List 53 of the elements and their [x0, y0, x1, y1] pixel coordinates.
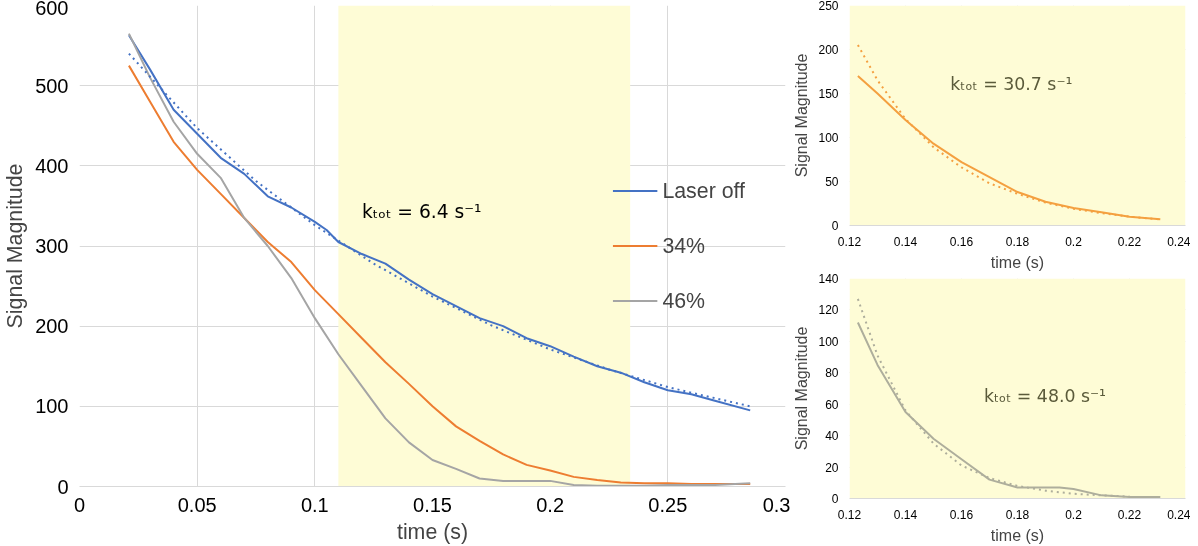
y-axis-title: Signal Magnitude — [793, 53, 811, 178]
y-tick-label: 50 — [825, 175, 839, 189]
y-tick-label: 120 — [818, 303, 839, 318]
annotation: kₜₒₜ = 48.0 s⁻¹ — [983, 386, 1107, 407]
y-tick-label: 60 — [825, 397, 839, 412]
x-tick-label: 0.14 — [893, 234, 918, 249]
y-tick-label: 0 — [831, 219, 839, 233]
x-tick-label: 0.2 — [1065, 507, 1083, 522]
y-tick-label: 0 — [57, 475, 69, 498]
y-tick-label: 500 — [35, 74, 69, 97]
y-tick-label: 80 — [825, 366, 839, 381]
y-tick-label: 200 — [818, 43, 839, 57]
legend-label: 34% — [662, 233, 706, 258]
x-tick-label: 0.12 — [837, 234, 862, 249]
y-tick-label: 600 — [35, 0, 69, 19]
y-tick-label: 100 — [818, 131, 839, 145]
x-tick-label: 0.14 — [893, 507, 918, 522]
x-tick-label: 0.18 — [1005, 507, 1030, 522]
x-tick-label: 0.18 — [1005, 234, 1030, 249]
x-tick-label: 0.2 — [1065, 234, 1083, 249]
x-tick-label: 0.16 — [949, 507, 974, 522]
x-tick-label: 0.25 — [648, 493, 688, 516]
x-tick-label: 0 — [73, 493, 86, 516]
legend-label: Laser off — [662, 178, 745, 203]
x-tick-label: 0.05 — [177, 493, 217, 516]
annotation: kₜₒₜ = 6.4 s⁻¹ — [361, 200, 482, 222]
y-tick-label: 100 — [818, 334, 839, 349]
x-tick-label: 0.22 — [1117, 507, 1142, 522]
x-axis-title: time (s) — [990, 253, 1045, 271]
y-tick-label: 20 — [825, 460, 839, 475]
y-tick-label: 150 — [818, 87, 839, 101]
x-tick-label: 0.1 — [300, 493, 329, 516]
x-tick-label: 0.3 — [762, 493, 791, 516]
y-axis-title: Signal Magnitude — [793, 326, 811, 451]
x-tick-label: 0.15 — [413, 493, 452, 516]
y-tick-label: 300 — [35, 235, 69, 257]
x-tick-label: 0.24 — [1167, 234, 1191, 249]
x-axis-title: time (s) — [990, 526, 1045, 544]
x-axis-title: time (s) — [396, 519, 469, 544]
y-tick-label: 200 — [35, 315, 69, 338]
y-tick-label: 100 — [35, 395, 69, 418]
x-tick-label: 0.24 — [1167, 507, 1191, 522]
x-tick-label: 0.2 — [536, 493, 565, 516]
x-tick-label: 0.22 — [1117, 234, 1142, 249]
annotation: kₜₒₜ = 30.7 s⁻¹ — [950, 73, 1073, 94]
x-tick-label: 0.16 — [949, 234, 974, 249]
y-tick-label: 140 — [818, 272, 839, 286]
y-tick-label: 400 — [35, 154, 69, 177]
y-tick-label: 250 — [818, 0, 839, 13]
legend-label: 46% — [662, 288, 706, 313]
y-tick-label: 40 — [825, 429, 839, 444]
x-tick-label: 0.12 — [837, 507, 862, 522]
y-axis-title: Signal Magnitude — [3, 163, 28, 329]
